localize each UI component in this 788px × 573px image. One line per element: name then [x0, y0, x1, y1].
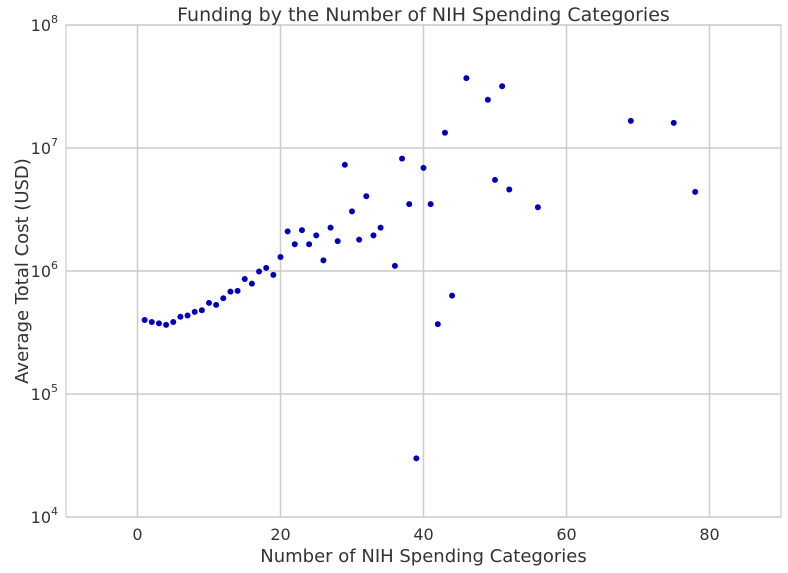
x-tick-label: 80: [699, 525, 719, 544]
y-tick-label: 104: [31, 505, 58, 527]
data-point: [441, 129, 448, 136]
data-point: [341, 161, 348, 168]
data-points: [141, 75, 699, 462]
data-point: [399, 155, 406, 162]
data-point: [256, 268, 263, 275]
data-point: [334, 238, 341, 245]
y-tick-labels: 104 105 106 107 108: [31, 13, 58, 527]
data-point: [141, 316, 148, 323]
data-point: [284, 228, 291, 235]
data-point: [434, 321, 441, 328]
data-point: [313, 232, 320, 239]
data-point: [377, 224, 384, 231]
x-tick-label: 40: [413, 525, 433, 544]
y-tick-label: 105: [31, 382, 58, 404]
data-point: [270, 271, 277, 278]
y-tick-label: 108: [31, 13, 58, 35]
data-point: [627, 117, 634, 124]
data-point: [463, 75, 470, 82]
y-tick-label: 106: [31, 259, 58, 281]
x-tick-label: 60: [556, 525, 576, 544]
data-point: [449, 292, 456, 299]
data-point: [184, 312, 191, 319]
data-point: [406, 201, 413, 208]
data-point: [163, 321, 170, 328]
data-point: [413, 455, 420, 462]
data-point: [206, 299, 212, 306]
x-axis-title: Number of NIH Spending Categories: [260, 546, 586, 567]
data-point: [349, 208, 355, 215]
y-axis-title: Average Total Cost (USD): [12, 158, 33, 384]
data-point: [370, 232, 377, 239]
data-point: [177, 313, 184, 320]
x-tick-label: 20: [270, 525, 290, 544]
data-point: [391, 262, 398, 269]
plot-area-frame: [65, 24, 782, 518]
data-point: [170, 318, 177, 325]
data-point: [234, 287, 241, 294]
data-point: [248, 280, 255, 287]
data-point: [298, 227, 305, 234]
data-point: [363, 193, 370, 200]
data-point: [155, 320, 162, 327]
data-point: [356, 236, 363, 243]
data-point: [420, 164, 427, 171]
data-point: [241, 276, 248, 283]
data-point: [291, 241, 298, 248]
data-point: [220, 295, 227, 302]
data-point: [327, 224, 334, 231]
data-point: [191, 308, 198, 315]
x-tick-label: 0: [132, 525, 142, 544]
data-point: [320, 257, 327, 264]
data-point: [506, 186, 513, 193]
data-point: [148, 318, 155, 325]
chart-title: Funding by the Number of NIH Spending Ca…: [177, 4, 670, 26]
grid: [66, 24, 781, 518]
data-point: [492, 176, 498, 183]
data-point: [499, 83, 506, 90]
data-point: [670, 119, 677, 126]
data-point: [198, 307, 205, 314]
x-tick-labels: 0 20 40 60 80: [132, 525, 719, 544]
data-point: [427, 201, 434, 208]
data-point: [534, 204, 541, 211]
y-tick-label: 107: [31, 136, 58, 158]
data-point: [213, 301, 220, 308]
data-point: [263, 264, 270, 271]
data-point: [692, 188, 699, 195]
data-point: [277, 253, 284, 260]
data-point: [484, 96, 491, 103]
data-point: [306, 241, 313, 248]
data-point: [227, 288, 234, 295]
